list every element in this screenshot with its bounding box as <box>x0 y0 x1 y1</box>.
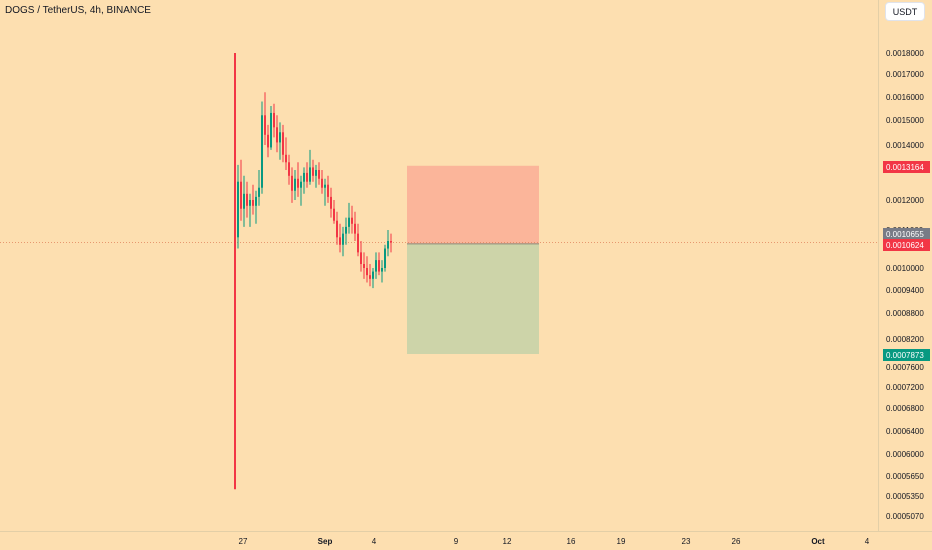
candle-body[interactable] <box>288 162 290 176</box>
price-axis-label: 0.0017000 <box>886 70 924 79</box>
candle-body[interactable] <box>360 252 362 265</box>
time-axis-label: 23 <box>682 537 691 546</box>
candle-body[interactable] <box>339 237 341 245</box>
time-axis-label: Oct <box>811 537 825 546</box>
candle-body[interactable] <box>246 193 248 206</box>
candle-body[interactable] <box>327 184 329 197</box>
candle-body[interactable] <box>240 181 242 209</box>
candle-body[interactable] <box>267 134 269 148</box>
candle-body[interactable] <box>348 217 350 227</box>
candle-body[interactable] <box>282 132 284 155</box>
candle-body[interactable] <box>252 200 254 206</box>
candle-body[interactable] <box>294 178 296 191</box>
candle-body[interactable] <box>312 167 314 176</box>
time-axis-label: 26 <box>732 537 741 546</box>
time-axis-label: 16 <box>567 537 576 546</box>
candle-body[interactable] <box>255 196 257 206</box>
price-axis-label: 0.0016000 <box>886 93 924 102</box>
candle-body[interactable] <box>318 170 320 179</box>
entry-badge <box>883 239 930 251</box>
candle-body[interactable] <box>300 181 302 188</box>
stop-loss-badge-label: 0.0013164 <box>886 163 924 172</box>
risk-zone[interactable] <box>407 165 539 244</box>
candle-body[interactable] <box>321 178 323 188</box>
price-axis-label: 0.0007200 <box>886 383 924 392</box>
candle-body[interactable] <box>315 170 317 176</box>
currency-button[interactable]: USDT <box>885 2 925 21</box>
candle-body[interactable] <box>291 175 293 191</box>
price-axis-label: 0.0005350 <box>886 492 924 501</box>
candle-body[interactable] <box>384 248 386 268</box>
candle-body[interactable] <box>237 181 239 238</box>
symbol-title: DOGS / TetherUS, 4h, BINANCE <box>5 5 151 16</box>
time-axis-label: 4 <box>372 537 377 546</box>
time-axis-label: 9 <box>454 537 459 546</box>
candle-body[interactable] <box>243 193 245 209</box>
last-price-badge <box>883 228 930 240</box>
candle-body[interactable] <box>330 196 332 209</box>
price-axis-label: 0.0005650 <box>886 472 924 481</box>
candle-body[interactable] <box>387 241 389 249</box>
candle-body[interactable] <box>390 241 392 243</box>
candle-body[interactable] <box>264 115 266 135</box>
candle-body[interactable] <box>363 264 365 268</box>
candle-body[interactable] <box>324 184 326 188</box>
candle-body[interactable] <box>270 112 272 148</box>
candle-body[interactable] <box>366 268 368 276</box>
candle-body[interactable] <box>333 208 335 221</box>
candle-body[interactable] <box>258 187 260 197</box>
candle-body[interactable] <box>351 217 353 224</box>
time-axis-label: 27 <box>239 537 248 546</box>
candle-body[interactable] <box>261 115 263 188</box>
price-axis-label: 0.0012000 <box>886 196 924 205</box>
price-axis-label: 0.0018000 <box>886 49 924 58</box>
candle-body[interactable] <box>279 132 281 143</box>
price-axis-label: 0.0006400 <box>886 427 924 436</box>
entry-badge-label: 0.0010624 <box>886 241 924 250</box>
price-axis-label: 0.0014000 <box>886 141 924 150</box>
candle-body[interactable] <box>369 275 371 279</box>
time-axis-label: 12 <box>503 537 512 546</box>
candle-body[interactable] <box>336 220 338 238</box>
price-axis-label: 0.0008800 <box>886 309 924 318</box>
candle-body[interactable] <box>357 233 359 253</box>
price-axis-label: 0.0008200 <box>886 335 924 344</box>
candle-body[interactable] <box>378 260 380 272</box>
price-axis-label: 0.0005070 <box>886 512 924 521</box>
take-profit-badge <box>883 349 930 361</box>
candle-body[interactable] <box>297 178 299 188</box>
time-axis-label: 4 <box>865 537 870 546</box>
candle-body[interactable] <box>342 233 344 245</box>
candle-body[interactable] <box>354 223 356 234</box>
price-axis-label: 0.0006000 <box>886 450 924 459</box>
price-axis-label: 0.0007600 <box>886 363 924 372</box>
candle-body[interactable] <box>309 167 311 182</box>
candle-body[interactable] <box>249 200 251 206</box>
last-price-badge-label: 0.0010655 <box>886 230 924 239</box>
stop-loss-badge <box>883 161 930 173</box>
candle-body[interactable] <box>303 172 305 182</box>
price-axis-label: 0.0006800 <box>886 404 924 413</box>
candle-body[interactable] <box>381 268 383 272</box>
candle-body[interactable] <box>345 226 347 234</box>
time-axis-label: 19 <box>617 537 626 546</box>
time-axis-label: Sep <box>318 537 333 546</box>
price-axis-label: 0.0010000 <box>886 264 924 273</box>
take-profit-badge-label: 0.0007873 <box>886 351 924 360</box>
candle-body[interactable] <box>375 260 377 272</box>
candle-body[interactable] <box>276 127 278 143</box>
candle-body[interactable] <box>234 170 236 238</box>
price-axis-label: 0.0009400 <box>886 286 924 295</box>
reward-zone[interactable] <box>407 243 539 354</box>
candle-body[interactable] <box>285 154 287 163</box>
candle-body[interactable] <box>273 112 275 128</box>
candle-body[interactable] <box>306 172 308 182</box>
price-axis-label: 0.0015000 <box>886 116 924 125</box>
candle-body[interactable] <box>372 271 374 279</box>
